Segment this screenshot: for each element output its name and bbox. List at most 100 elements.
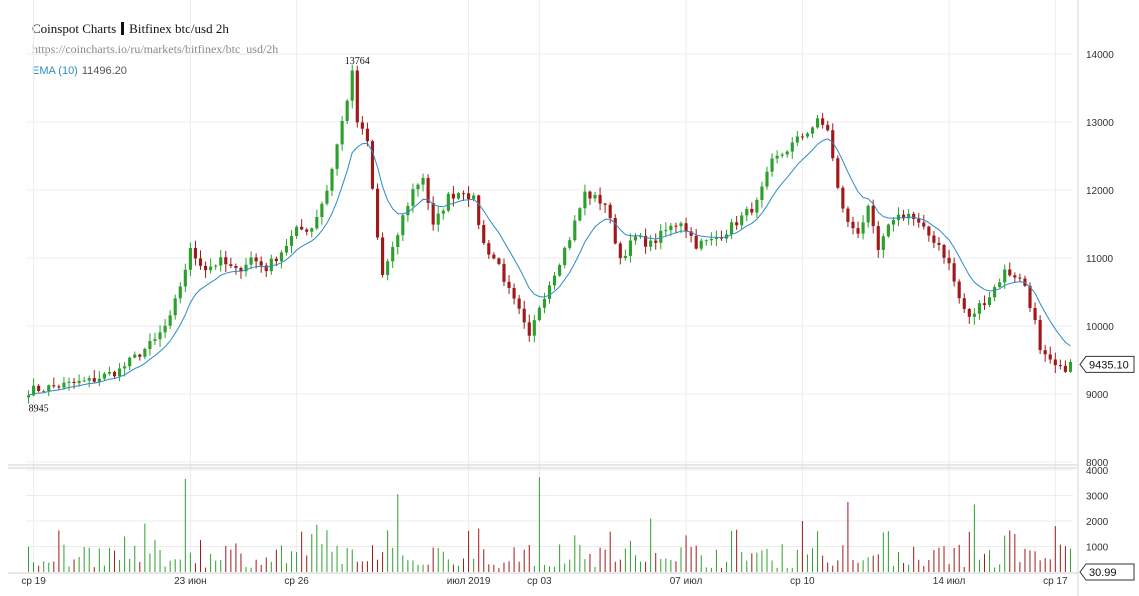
time-tick-label: ср 03 <box>527 576 552 587</box>
candle-body <box>669 225 673 231</box>
candle-body <box>209 266 213 271</box>
ema-line <box>28 138 1071 396</box>
candle-body <box>52 385 56 387</box>
candle-body <box>907 213 911 219</box>
candle-body <box>264 265 268 272</box>
last-volume-label: 30.99 <box>1089 567 1117 579</box>
candle-body <box>254 257 258 262</box>
candle-body <box>163 325 167 333</box>
candle-body <box>861 222 865 234</box>
market-name: Bitfinex btc/usd 2h <box>129 21 229 36</box>
candle-body <box>608 204 612 218</box>
candle-body <box>300 226 304 230</box>
candle-body <box>795 136 799 143</box>
candle-body <box>871 205 875 227</box>
site-name: Coinspot Charts <box>32 21 117 36</box>
candle-body <box>810 127 815 134</box>
candle-body <box>993 287 997 298</box>
candle-body <box>552 275 557 286</box>
volume-tick-label: 2000 <box>1086 517 1109 528</box>
candle-body <box>37 385 41 392</box>
candle-body <box>284 245 289 253</box>
candle-body <box>102 373 106 379</box>
price-tick-label: 13000 <box>1086 118 1114 129</box>
candle-body <box>153 339 157 342</box>
candle-body <box>1018 277 1022 279</box>
candle-body <box>128 357 132 367</box>
candle-body <box>118 368 122 377</box>
candle-body <box>42 390 46 392</box>
candle-body <box>876 226 880 250</box>
price-tick-label: 11000 <box>1086 254 1114 265</box>
candle-body <box>881 236 885 250</box>
candle-body <box>937 242 941 245</box>
candle-body <box>664 230 668 232</box>
time-tick-label: 07 июл <box>670 576 703 587</box>
candle-body <box>1063 365 1067 372</box>
candle-body <box>972 313 976 317</box>
candle-body <box>502 263 506 282</box>
candle-body <box>684 223 688 232</box>
candle-body <box>386 261 390 275</box>
candle-body <box>598 194 602 204</box>
candle-body <box>1028 285 1032 308</box>
candle-body <box>47 385 51 391</box>
candle-body <box>816 118 820 128</box>
candle-body <box>249 257 253 265</box>
candle-body <box>123 366 127 369</box>
candle-body <box>628 240 632 256</box>
candle-body <box>1048 354 1052 360</box>
candle-body <box>431 202 435 225</box>
candle-body <box>219 257 223 266</box>
candle-body <box>932 235 936 243</box>
candle-body <box>229 264 233 267</box>
candle-body <box>578 208 582 221</box>
candle-body <box>320 203 324 217</box>
candle-body <box>370 141 375 189</box>
candle-body <box>957 281 961 299</box>
candle-body <box>193 247 198 259</box>
volume-tick-label: 1000 <box>1086 543 1109 554</box>
candle-body <box>654 240 658 243</box>
candle-body <box>836 158 840 188</box>
candle-body <box>497 258 501 264</box>
last-price-marker <box>1079 355 1135 373</box>
candle-body <box>482 224 486 244</box>
annotations: 13764 8945 9435.10 30.99 <box>29 56 1135 581</box>
candle-body <box>330 168 334 191</box>
candle-body <box>178 286 182 299</box>
candle-body <box>259 261 263 266</box>
candle-body <box>315 216 319 229</box>
candle-body <box>740 215 744 226</box>
candle-body <box>805 133 810 137</box>
candle-body <box>224 257 228 265</box>
candle-body <box>350 70 354 101</box>
candle-body <box>765 171 769 187</box>
candle-body <box>649 240 653 247</box>
time-tick-label: ср 19 <box>21 576 46 587</box>
candle-body <box>26 395 31 398</box>
chart-url[interactable]: https://coincharts.io/ru/markets/bitfine… <box>32 42 279 56</box>
price-tick-label: 14000 <box>1086 50 1114 61</box>
candle-body <box>912 213 916 219</box>
candle-body <box>558 265 562 276</box>
candle-body <box>188 247 192 270</box>
candle-body <box>381 237 385 275</box>
candle-body <box>355 70 359 123</box>
time-tick-label: ср 26 <box>284 576 309 587</box>
candle-body <box>517 298 521 309</box>
candle-body <box>719 237 724 239</box>
candle-body <box>1003 269 1007 283</box>
candle-body <box>477 195 481 225</box>
candle-body <box>755 199 759 213</box>
price-tick-label: 12000 <box>1086 186 1114 197</box>
candle-body <box>32 385 36 396</box>
candle-body <box>1008 269 1012 276</box>
candle-body <box>57 386 61 388</box>
candle-body <box>406 205 410 216</box>
grid-lines <box>8 0 1079 596</box>
chart-title: Coinspot Charts Bitfinex btc/usd 2h <box>32 21 229 37</box>
candle-body <box>203 265 208 271</box>
